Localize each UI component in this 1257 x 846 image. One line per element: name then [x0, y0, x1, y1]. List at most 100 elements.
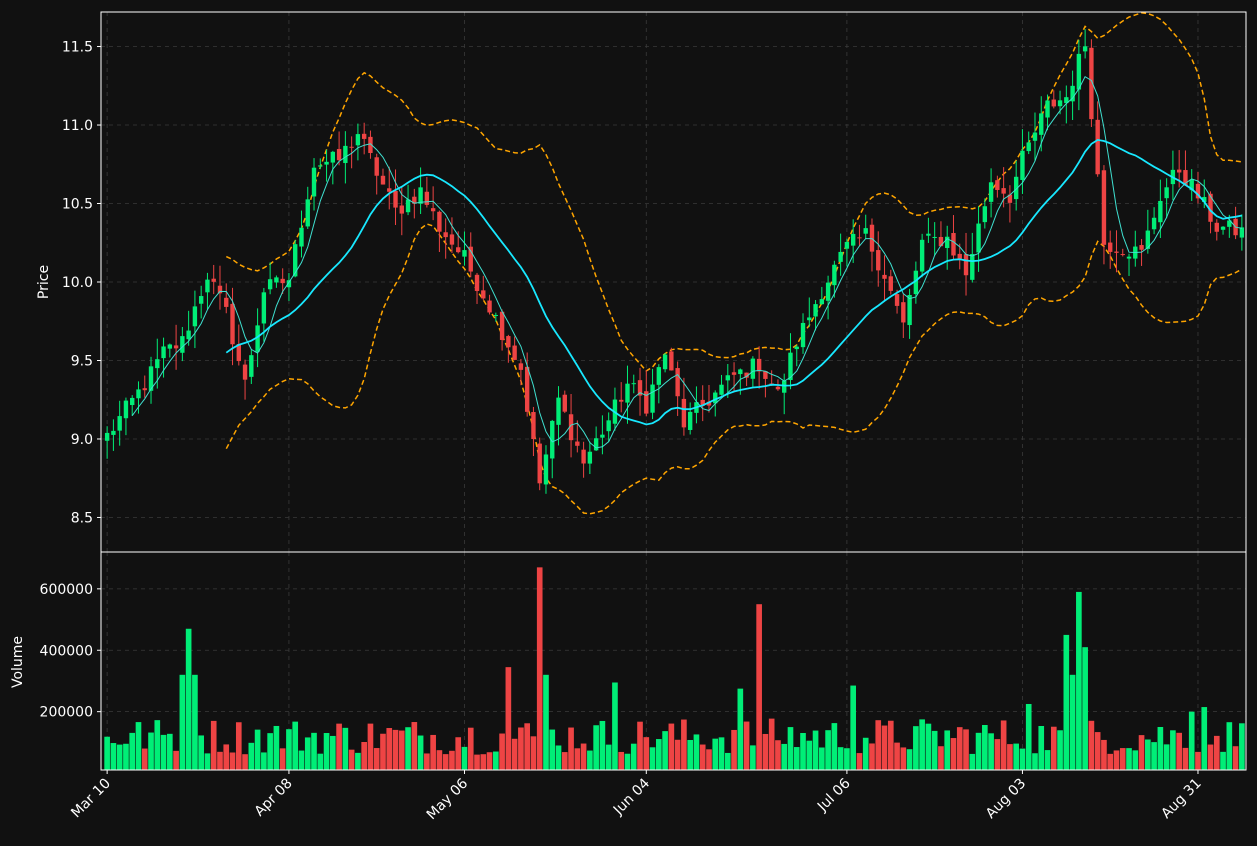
- volume-bar: [348, 749, 355, 770]
- candle-body: [1214, 222, 1219, 232]
- candle: [813, 300, 818, 331]
- candle: [148, 356, 154, 404]
- candle-body: [945, 236, 950, 248]
- candle-body: [813, 304, 818, 317]
- volume-bar: [831, 723, 838, 770]
- volume-bar: [1163, 744, 1170, 770]
- volume-bar: [524, 723, 530, 770]
- price-tick-label: 8.5: [71, 510, 93, 526]
- candle: [637, 367, 643, 416]
- candle: [706, 384, 712, 413]
- candle: [487, 294, 492, 315]
- volume-bar: [1188, 711, 1195, 770]
- candle: [1145, 209, 1151, 254]
- candle: [644, 370, 649, 417]
- candle-body: [487, 300, 492, 313]
- candle-body: [913, 270, 919, 295]
- volume-bar: [1138, 735, 1145, 770]
- candle: [1189, 169, 1194, 202]
- candle: [192, 290, 198, 349]
- candle: [562, 390, 567, 414]
- candle-body: [1013, 176, 1019, 200]
- candle-body: [1026, 142, 1031, 152]
- candle-body: [832, 264, 837, 286]
- candle: [531, 406, 536, 457]
- volume-bar: [198, 735, 204, 770]
- volume-bar: [173, 750, 179, 770]
- price-axis-label: Price: [36, 265, 52, 299]
- candle-body: [1189, 179, 1194, 191]
- volume-bar: [850, 685, 856, 770]
- candle: [600, 415, 605, 455]
- candle-body: [1051, 99, 1056, 107]
- candle: [1170, 150, 1176, 201]
- candle: [619, 382, 624, 413]
- volume-bar: [311, 732, 317, 770]
- candle: [857, 224, 862, 247]
- candle-body: [700, 399, 705, 406]
- candle-body: [462, 250, 467, 257]
- candle: [1183, 150, 1188, 186]
- candle-body: [1076, 53, 1082, 90]
- volume-bar: [179, 674, 186, 770]
- volume-bar: [1063, 634, 1070, 770]
- volume-bar: [875, 720, 882, 770]
- candle-body: [932, 236, 937, 238]
- volume-bar: [123, 743, 129, 770]
- candle-body: [123, 400, 129, 419]
- candle-body: [506, 336, 511, 348]
- candle: [211, 264, 216, 295]
- candle: [976, 206, 981, 272]
- volume-bar: [204, 753, 211, 770]
- volume-bar: [674, 739, 681, 770]
- price-axis-ticks: 8.5 9.0 9.5 10.0 10.5 11.0 11.5: [62, 40, 101, 526]
- candle-body: [650, 384, 655, 413]
- candle-body: [173, 345, 179, 349]
- volume-bars: [104, 567, 1245, 770]
- candle-body: [556, 397, 561, 425]
- candle: [336, 131, 342, 166]
- candle: [963, 232, 969, 296]
- volume-bar: [1094, 732, 1101, 770]
- volume-bar: [931, 730, 938, 770]
- candle-body: [474, 274, 480, 291]
- volume-bar: [185, 628, 192, 770]
- volume-bar: [530, 736, 537, 770]
- candle-body: [186, 330, 191, 340]
- candle: [788, 333, 793, 390]
- volume-bar: [242, 754, 248, 770]
- candle-body: [838, 251, 843, 262]
- volume-bar: [837, 747, 844, 770]
- candle: [424, 177, 430, 208]
- price-tick-label: 9.0: [71, 432, 93, 448]
- candle-body: [198, 296, 204, 304]
- candle: [882, 255, 887, 301]
- volume-bar: [743, 721, 750, 770]
- candle: [217, 265, 223, 310]
- candle: [493, 312, 499, 322]
- candle: [769, 370, 774, 387]
- candle-body: [512, 345, 517, 360]
- volume-bar: [1220, 751, 1226, 770]
- candle: [982, 198, 988, 229]
- candle-body: [1145, 230, 1151, 249]
- volume-bar: [894, 742, 900, 770]
- candle: [111, 419, 116, 451]
- volume-bar: [718, 737, 725, 770]
- candle-body: [1007, 194, 1013, 203]
- ma5-line: [131, 75, 1242, 449]
- candle-body: [1126, 256, 1132, 259]
- candle-body: [336, 149, 342, 161]
- candle-body: [1158, 200, 1163, 223]
- candle: [1233, 206, 1238, 240]
- candle-body: [976, 223, 981, 253]
- candle: [876, 231, 881, 287]
- volume-bar: [561, 752, 568, 770]
- volume-bar: [292, 721, 299, 770]
- volume-bar: [699, 744, 706, 770]
- volume-bar: [756, 604, 762, 770]
- candle-body: [1045, 100, 1050, 118]
- candle-body: [1114, 251, 1119, 253]
- candle: [825, 275, 831, 320]
